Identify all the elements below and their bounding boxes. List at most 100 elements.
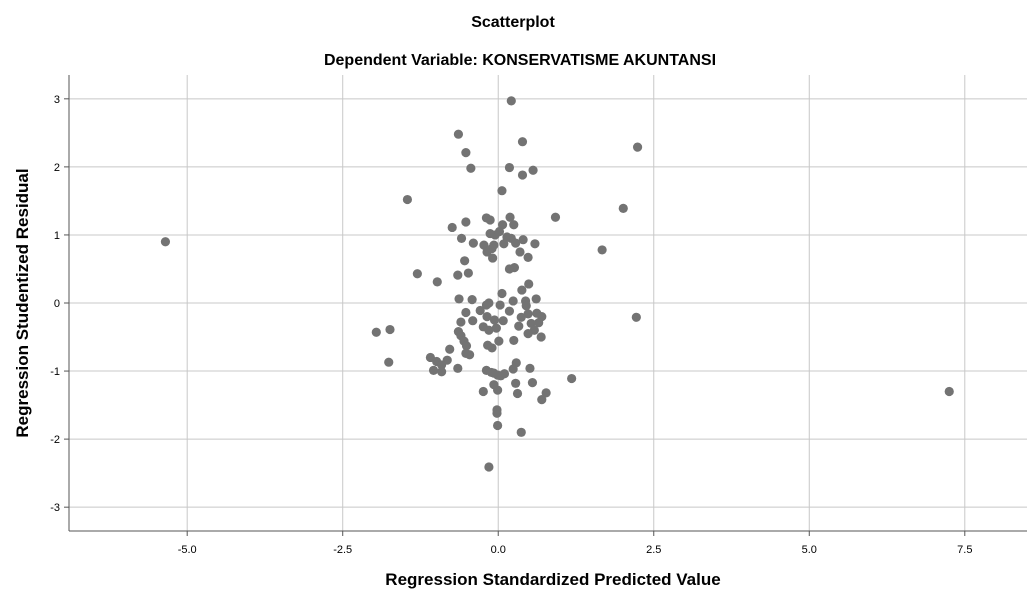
y-axis-title: Regression Studentized Residual — [13, 168, 32, 437]
scatter-point — [517, 137, 528, 147]
scatter-point — [453, 363, 463, 373]
scatter-point — [527, 378, 538, 388]
scatter-point — [508, 296, 518, 306]
scatter-point — [496, 371, 506, 381]
scatter-point — [506, 96, 516, 106]
scatter-point — [511, 238, 521, 248]
y-tick-label: -2 — [50, 434, 60, 446]
scatter-point — [484, 462, 494, 472]
scatter-point — [517, 285, 527, 295]
scatter-point — [493, 385, 503, 395]
scatter-point — [484, 325, 494, 335]
scatter-point — [488, 253, 498, 263]
scatter-point — [497, 186, 507, 196]
scatter-point — [428, 365, 439, 375]
scatter-point — [371, 327, 381, 337]
scatter-point — [485, 228, 495, 239]
scatter-point — [461, 147, 471, 158]
x-tick-label: 0.0 — [491, 544, 506, 556]
scatter-point — [525, 363, 535, 373]
scatter-point — [504, 306, 515, 316]
scatter-point — [468, 316, 478, 326]
scatter-point — [497, 288, 507, 299]
grid-lines — [69, 75, 1027, 531]
chart-subtitle: Dependent Variable: KONSERVATISME AKUNTA… — [324, 52, 716, 69]
scatter-point — [491, 323, 501, 333]
scatter-point — [492, 408, 502, 418]
scatter-point — [384, 357, 394, 367]
scatter-point — [518, 235, 528, 245]
scatter-point — [618, 203, 628, 213]
scatter-point — [454, 294, 464, 304]
scatter-point — [515, 247, 525, 257]
scatter-point — [461, 341, 472, 351]
scatter-point — [536, 332, 546, 342]
x-tick-label: -2.5 — [333, 544, 352, 556]
scatter-point — [402, 194, 413, 205]
scatter-point — [478, 386, 488, 397]
scatter-point — [445, 344, 455, 354]
y-tick-label: 1 — [54, 230, 60, 242]
scatter-point — [493, 420, 503, 431]
scatter-point — [487, 343, 497, 353]
scatter-point — [534, 318, 544, 328]
scatter-point — [521, 301, 531, 311]
scatter-point — [160, 237, 171, 247]
scatter-point — [466, 163, 476, 173]
scatter-point — [498, 316, 508, 326]
scatter-point — [494, 336, 504, 346]
scatter-point — [499, 239, 509, 249]
scatter-point — [461, 217, 471, 227]
scatter-point — [485, 215, 495, 225]
scatter-point — [516, 427, 526, 437]
scatter-point — [517, 170, 528, 180]
scatter-point — [465, 350, 475, 360]
scatter-point — [512, 388, 523, 399]
tick-labels: -5.0 -2.5 0.0 2.5 5.0 7.5 -3 -2 -1 0 1 2 3 — [50, 94, 972, 556]
scatter-point — [463, 268, 473, 278]
scatter-point — [461, 307, 471, 318]
scatter-point — [468, 238, 478, 248]
x-tick-label: 2.5 — [646, 544, 661, 556]
x-tick-label: 5.0 — [802, 544, 817, 556]
scatter-point — [524, 279, 534, 289]
y-tick-label: 2 — [54, 162, 60, 174]
scatter-point — [523, 309, 533, 319]
scatter-point — [528, 165, 538, 175]
x-axis-title: Regression Standardized Predicted Value — [385, 570, 720, 589]
scatter-point — [944, 386, 954, 397]
scatter-point — [453, 270, 463, 280]
axes — [64, 75, 1027, 536]
scatter-point — [447, 222, 457, 233]
scatter-point — [475, 305, 485, 316]
scatter-point — [514, 321, 524, 331]
scatter-point — [504, 162, 515, 173]
y-tick-label: 3 — [54, 94, 60, 106]
scatter-point — [482, 247, 492, 257]
scatter-point — [504, 264, 515, 274]
scatter-point — [537, 395, 547, 405]
scatter-point — [467, 294, 477, 305]
scatter-point — [523, 252, 533, 262]
scatter-point — [550, 212, 561, 222]
scatter-point — [495, 300, 505, 310]
scatter-point — [511, 378, 521, 388]
scatter-point — [530, 239, 540, 249]
scatter-point — [432, 277, 442, 287]
scatter-point — [482, 312, 492, 322]
scatter-point — [481, 300, 492, 310]
scatter-point — [509, 335, 519, 346]
data-points — [160, 96, 954, 472]
scatter-point — [567, 373, 577, 384]
scatter-point — [453, 129, 464, 139]
scatter-point — [531, 294, 541, 304]
scatter-point — [597, 245, 607, 255]
scatter-point — [412, 269, 422, 279]
scatter-point — [489, 315, 500, 325]
scatter-point — [385, 324, 395, 335]
scatter-point — [631, 312, 641, 322]
scatter-point — [516, 312, 526, 322]
